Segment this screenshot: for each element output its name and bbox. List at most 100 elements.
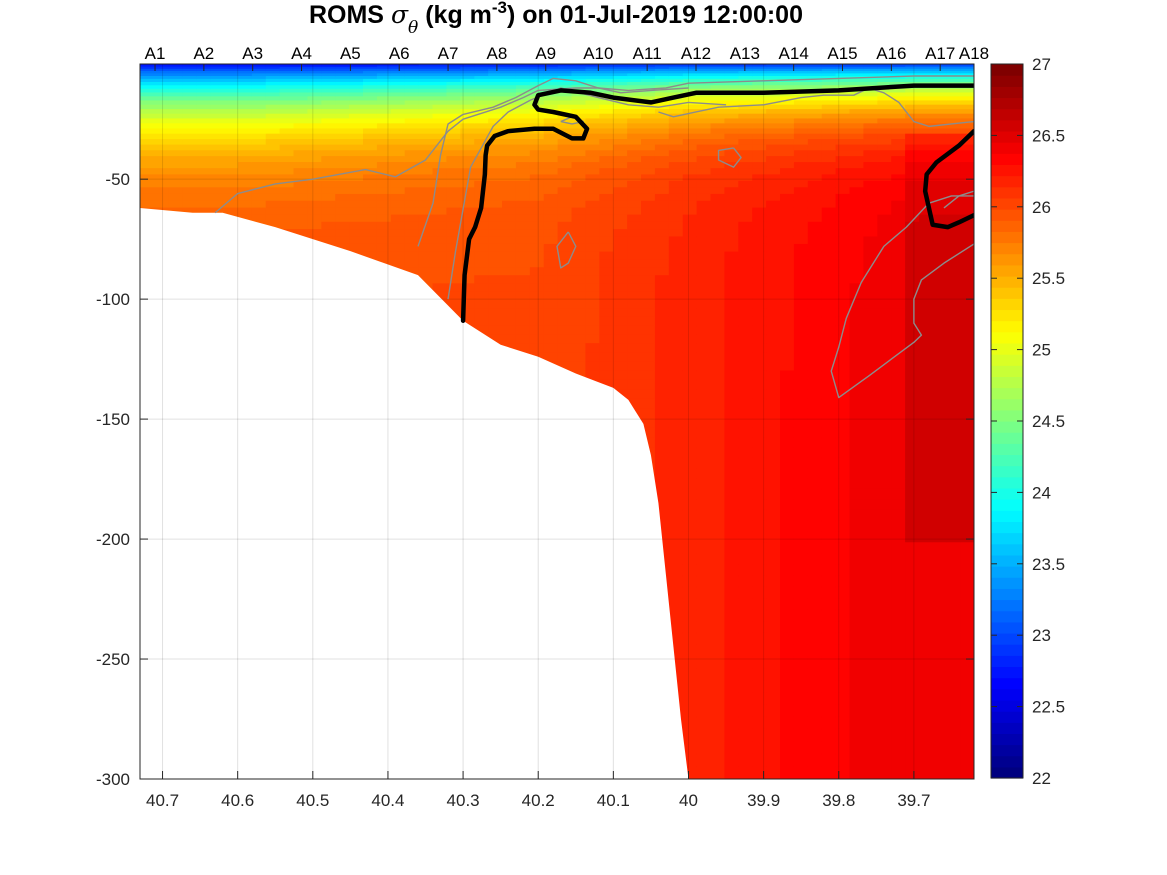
density-cell xyxy=(570,283,586,293)
density-cell xyxy=(918,478,933,490)
density-cell xyxy=(251,193,266,202)
density-cell xyxy=(626,162,641,169)
density-cell xyxy=(418,236,433,245)
density-cell xyxy=(682,64,697,67)
density-cell xyxy=(584,96,600,102)
density-cell xyxy=(765,427,780,439)
density-cell xyxy=(709,275,725,284)
density-cell xyxy=(682,728,697,742)
density-cell xyxy=(904,575,919,588)
density-cell xyxy=(501,67,516,70)
density-cell xyxy=(237,123,252,130)
density-cell xyxy=(696,408,711,419)
density-cell xyxy=(904,78,919,83)
density-cell xyxy=(501,162,516,169)
density-cell xyxy=(696,291,711,301)
density-cell xyxy=(821,104,836,110)
density-cell xyxy=(473,139,489,146)
density-cell xyxy=(709,259,725,268)
density-cell xyxy=(918,609,933,622)
density-cell xyxy=(696,644,711,657)
density-cell xyxy=(501,275,516,284)
density-cell xyxy=(918,113,933,120)
density-cell xyxy=(835,499,850,511)
density-cell xyxy=(807,267,822,276)
density-cell xyxy=(654,221,669,230)
density-cell xyxy=(904,67,919,70)
density-cell xyxy=(932,64,947,67)
density-cell xyxy=(779,704,794,718)
density-cell xyxy=(890,68,906,72)
density-cell xyxy=(918,96,933,102)
density-cell xyxy=(723,352,739,362)
density-cell xyxy=(793,236,808,245)
density-cell xyxy=(960,468,974,479)
density-cell xyxy=(292,68,308,72)
density-cell xyxy=(529,259,544,268)
density-cell xyxy=(918,704,933,718)
density-cell xyxy=(626,139,641,146)
density-cell xyxy=(890,118,906,124)
density-cell xyxy=(709,128,725,135)
density-cell xyxy=(890,267,906,276)
density-cell xyxy=(265,174,280,182)
density-cell xyxy=(362,214,377,223)
density-cell xyxy=(362,168,377,175)
density-cell xyxy=(598,85,614,90)
density-cell xyxy=(709,704,725,718)
density-cell xyxy=(904,692,919,705)
density-cell xyxy=(835,259,850,268)
density-cell xyxy=(904,200,919,209)
density-cell xyxy=(765,766,780,779)
density-cell xyxy=(584,187,600,195)
density-cell xyxy=(751,174,767,182)
density-cell xyxy=(862,251,878,260)
density-cell xyxy=(640,118,655,124)
density-cell xyxy=(654,118,669,124)
density-cell xyxy=(821,229,836,238)
density-cell xyxy=(862,621,878,634)
density-cell xyxy=(696,370,711,381)
density-cell xyxy=(515,207,530,216)
density-cell xyxy=(835,100,850,106)
density-cell xyxy=(640,207,655,216)
density-cell xyxy=(918,128,933,135)
density-cell xyxy=(709,229,725,238)
density-cell xyxy=(473,267,489,276)
density-cell xyxy=(501,259,516,268)
density-cell xyxy=(723,187,739,195)
density-cell xyxy=(584,352,600,362)
density-cell xyxy=(904,586,919,599)
density-cell xyxy=(626,100,641,106)
density-cell xyxy=(570,207,586,216)
density-cell xyxy=(793,221,808,230)
density-cell xyxy=(598,193,614,202)
density-cell xyxy=(723,325,739,335)
density-cell xyxy=(682,229,697,238)
density-cell xyxy=(598,291,614,301)
density-cell xyxy=(737,259,753,268)
density-cell xyxy=(946,644,961,657)
density-cell xyxy=(682,668,697,681)
density-cell xyxy=(515,73,530,77)
density-cell xyxy=(195,187,211,195)
density-cell xyxy=(445,64,461,67)
density-cell xyxy=(348,187,363,195)
density-cell xyxy=(751,457,767,469)
density-cell xyxy=(723,468,739,479)
density-cell xyxy=(279,68,294,72)
density-cell xyxy=(723,168,739,175)
density-cell xyxy=(876,123,892,130)
density-cell xyxy=(821,162,836,169)
density-cell xyxy=(612,78,628,83)
density-cell xyxy=(612,156,628,163)
density-cell xyxy=(543,156,558,163)
density-cell xyxy=(237,65,252,68)
density-cell xyxy=(751,668,767,681)
density-cell xyxy=(932,586,947,599)
density-cell xyxy=(501,214,516,223)
density-cell xyxy=(418,85,433,90)
density-cell xyxy=(487,100,502,106)
density-cell xyxy=(932,542,947,554)
density-cell xyxy=(473,65,489,68)
